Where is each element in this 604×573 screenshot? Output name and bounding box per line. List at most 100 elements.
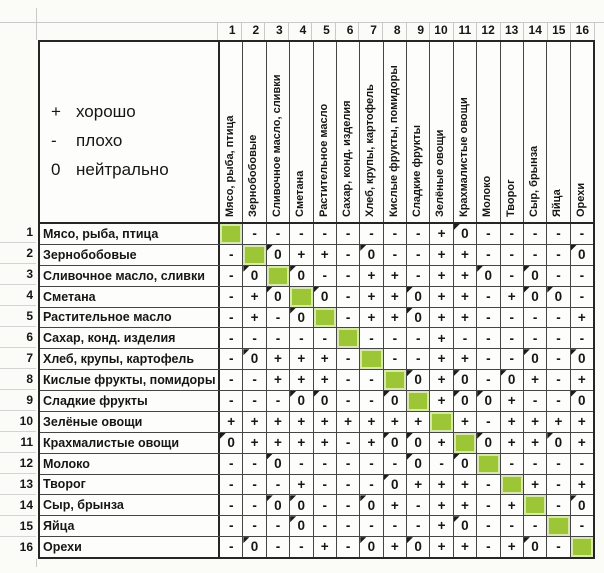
- cell-value: -: [509, 455, 514, 471]
- matrix-cell: -: [501, 349, 524, 370]
- corner-triangle-icon: [453, 453, 460, 460]
- cell-value: +: [367, 309, 376, 325]
- matrix-cell: -: [220, 370, 244, 390]
- matrix-cell: 0: [453, 391, 478, 411]
- matrix-cell: +: [454, 307, 478, 328]
- matrix-cell: -: [547, 537, 571, 557]
- matrix-cell: +: [290, 474, 314, 495]
- column-header: Яйца: [547, 42, 571, 222]
- matrix-cell: 0: [523, 265, 548, 286]
- cell-value: +: [414, 414, 423, 430]
- matrix-cell: 0: [290, 516, 314, 537]
- cell-value: +: [437, 247, 446, 263]
- cell-value: 0: [578, 393, 586, 409]
- cell-value: 0: [578, 351, 586, 367]
- matrix-cell: -: [290, 224, 314, 244]
- cell-value: -: [509, 267, 514, 283]
- food-row: Крахмалистые овощи 0 + + + + - +0 0 +0 + +0 +: [40, 432, 593, 454]
- cell-value: -: [579, 226, 585, 242]
- cell-value: +: [437, 226, 446, 242]
- cell-value: -: [415, 497, 421, 513]
- matrix-cell: -: [477, 224, 501, 244]
- cell-value: +: [273, 414, 282, 430]
- cell-value: -: [486, 351, 491, 367]
- matrix-cell: -: [384, 516, 407, 537]
- cell-value: -: [415, 518, 421, 534]
- matrix-cell: -: [360, 370, 384, 390]
- matrix-cell: +: [524, 411, 548, 432]
- row-label: Зелёные овощи: [40, 411, 220, 432]
- compatibility-table: + хорошо - плохо 0 нейтрально Мясо, рыба…: [38, 40, 595, 559]
- cell-value: -: [486, 309, 491, 325]
- cell-value: -: [322, 476, 327, 492]
- cell-value: 0: [531, 351, 539, 367]
- cell-value: 0: [414, 455, 422, 471]
- matrix-cell: -: [477, 307, 501, 328]
- matrix-cell: +: [384, 265, 407, 286]
- matrix-cell: -: [267, 307, 291, 328]
- cell-value: -: [322, 226, 327, 242]
- matrix-cell: -: [477, 328, 501, 349]
- column-header: Сметана: [290, 42, 314, 222]
- matrix-cell: +: [454, 349, 478, 370]
- matrix-cell: -: [337, 286, 361, 307]
- matrix-cell: +: [314, 370, 337, 390]
- column-header-label: Молоко: [481, 175, 494, 217]
- cell-value: 0: [461, 372, 469, 388]
- cell-value: +: [531, 434, 539, 450]
- matrix-cell: -: [547, 495, 571, 516]
- matrix-cell: -: [220, 516, 244, 537]
- cell-value: -: [556, 267, 561, 283]
- cell-value: -: [275, 393, 281, 409]
- matrix-cell: +: [384, 537, 407, 557]
- row-label: Крахмалистые овощи: [40, 432, 220, 453]
- matrix-cell: +: [430, 370, 454, 390]
- row-label: Кислые фрукты, помидоры: [40, 370, 220, 390]
- cell-value: -: [228, 393, 234, 409]
- cell-value: -: [486, 518, 491, 534]
- cell-value: -: [556, 455, 561, 471]
- cell-value: -: [228, 247, 234, 263]
- matrix-cell: -: [407, 265, 431, 286]
- matrix-cell: 0: [547, 432, 571, 453]
- matrix-cell: -: [501, 244, 524, 265]
- cell-value: -: [415, 351, 421, 367]
- matrix-cell: -: [407, 349, 431, 370]
- column-header: Крахмалистые овощи: [454, 42, 478, 222]
- matrix-cell: +: [360, 286, 384, 307]
- corner-triangle-icon: [453, 224, 460, 230]
- cell-value: +: [320, 351, 329, 367]
- matrix-cell: -: [477, 537, 501, 557]
- corner-triangle-icon: [383, 432, 390, 439]
- cell-value: +: [297, 476, 306, 492]
- matrix-cell: -: [501, 516, 524, 537]
- matrix-cell: -: [267, 224, 291, 244]
- column-header-label: Творог: [504, 179, 517, 217]
- matrix-cell: 0: [266, 495, 291, 516]
- matrix-cell: -: [337, 224, 361, 244]
- cell-value: -: [486, 476, 491, 492]
- column-header-label: Мясо, рыба, птица: [224, 115, 236, 217]
- matrix-cell: -: [501, 265, 524, 286]
- column-number: 10: [430, 22, 454, 40]
- column-number: 7: [359, 22, 383, 40]
- column-header-label: Яйца: [551, 189, 564, 217]
- matrix-cell: -: [243, 516, 267, 537]
- cell-value: +: [437, 539, 446, 555]
- corner-triangle-icon: [407, 453, 413, 460]
- matrix-cell: -: [501, 328, 524, 349]
- cell-value: -: [345, 393, 351, 409]
- row-number: 15: [0, 516, 36, 537]
- cell-value: +: [390, 539, 399, 555]
- cell-value: +: [297, 351, 306, 367]
- matrix-cell: +: [407, 474, 431, 495]
- matrix-cell: 0: [500, 370, 524, 390]
- corner-triangle-icon: [266, 453, 273, 460]
- cell-value: -: [579, 518, 585, 534]
- matrix-cell: +: [454, 495, 478, 516]
- cell-value: -: [275, 226, 281, 242]
- cell-value: +: [437, 476, 446, 492]
- matrix-cell: +: [290, 411, 314, 432]
- corner-triangle-icon: [570, 349, 577, 356]
- matrix-cell: -: [337, 391, 361, 411]
